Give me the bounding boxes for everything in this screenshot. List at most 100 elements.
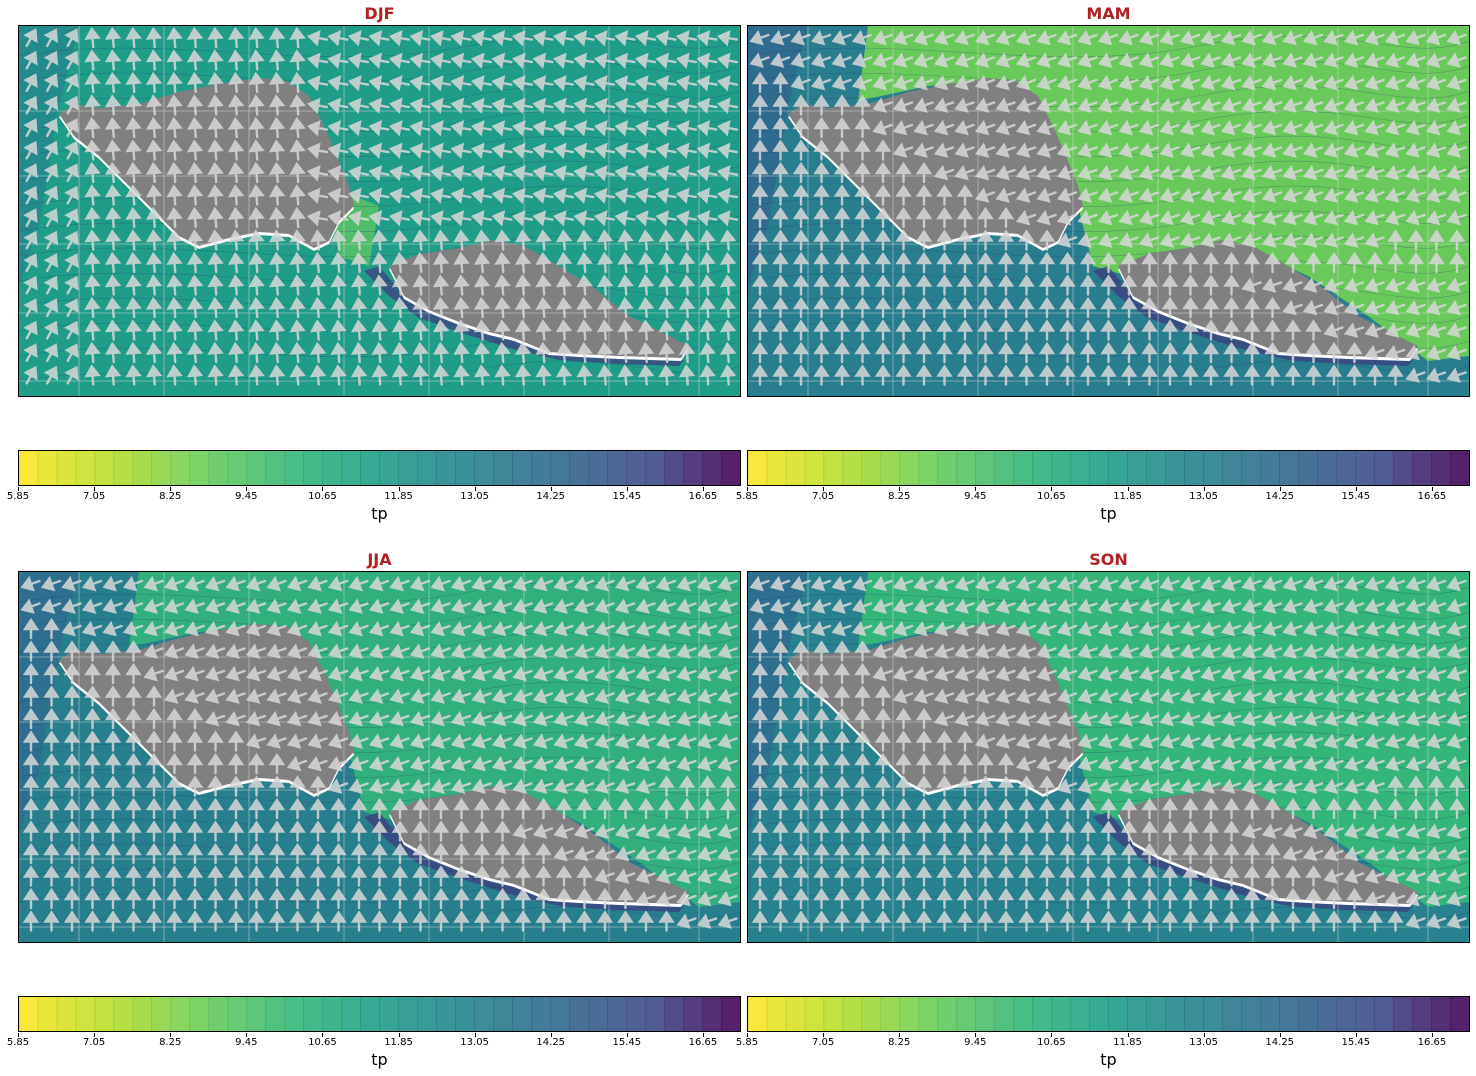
colorbar-level: [189, 997, 210, 1031]
direction-arrow: [248, 116, 265, 139]
direction-arrow: [1282, 299, 1303, 316]
direction-arrow: [327, 643, 349, 659]
direction-arrow: [166, 116, 183, 139]
direction-arrow: [289, 865, 306, 887]
direction-arrow: [1364, 620, 1385, 637]
direction-arrow: [676, 733, 697, 749]
direction-arrow: [1343, 277, 1365, 293]
direction-arrow: [719, 251, 737, 274]
direction-arrow: [63, 842, 81, 865]
direction-arrow: [772, 662, 789, 685]
direction-arrow: [810, 598, 832, 614]
direction-arrow: [974, 688, 996, 704]
direction-arrow: [81, 620, 103, 637]
direction-arrow: [813, 139, 830, 161]
colorbar-tick-mark: [322, 1033, 324, 1037]
direction-arrow: [792, 797, 810, 820]
direction-arrow: [204, 665, 226, 682]
direction-arrow: [833, 274, 851, 296]
direction-arrow: [1097, 232, 1119, 248]
direction-arrow: [104, 251, 122, 274]
colorbar-level: [37, 451, 58, 485]
direction-arrow: [997, 229, 1015, 251]
colorbar-tick-mark: [1203, 487, 1205, 491]
direction-arrow: [514, 319, 532, 341]
direction-arrow: [833, 662, 851, 685]
direction-arrow: [1138, 164, 1160, 181]
direction-arrow: [473, 842, 491, 865]
colorbar-level: [645, 997, 665, 1031]
direction-arrow: [1387, 229, 1404, 251]
direction-arrow: [1343, 688, 1365, 704]
direction-arrow: [553, 710, 574, 727]
direction-arrow: [391, 910, 409, 932]
direction-arrow: [790, 74, 811, 91]
direction-arrow: [997, 842, 1015, 865]
direction-arrow: [635, 75, 657, 92]
direction-arrow: [751, 820, 769, 842]
direction-arrow: [717, 890, 738, 907]
direction-arrow: [1343, 322, 1365, 338]
direction-arrow: [248, 206, 265, 229]
direction-arrow: [997, 251, 1015, 274]
direction-arrow: [432, 274, 450, 296]
direction-arrow: [266, 598, 287, 614]
direction-arrow: [204, 643, 226, 659]
direction-arrow: [933, 52, 955, 68]
direction-arrow: [1282, 733, 1303, 749]
colorbar-level: [227, 997, 248, 1031]
direction-arrow: [874, 341, 892, 364]
colorbar-level: [1317, 997, 1337, 1031]
colorbar-level: [1336, 451, 1356, 485]
direction-arrow: [635, 710, 656, 727]
direction-arrow: [186, 887, 204, 910]
direction-arrow: [751, 617, 769, 640]
direction-arrow: [84, 49, 101, 71]
direction-arrow: [512, 778, 533, 794]
colorbar-level: [721, 451, 740, 485]
direction-arrow: [831, 620, 852, 637]
colorbar-level: [626, 997, 646, 1031]
direction-arrow: [309, 296, 327, 319]
direction-arrow: [772, 617, 789, 640]
colorbar-level: [1279, 451, 1299, 485]
direction-arrow: [576, 251, 593, 274]
direction-arrow: [268, 364, 286, 386]
direction-arrow: [330, 251, 347, 274]
direction-arrow: [1220, 232, 1242, 248]
direction-arrow: [1182, 910, 1199, 932]
direction-arrow: [1159, 164, 1180, 181]
direction-arrow: [1138, 778, 1160, 794]
direction-arrow: [1323, 845, 1344, 862]
direction-arrow: [186, 94, 204, 116]
direction-arrow: [1056, 142, 1078, 158]
direction-arrow: [409, 575, 431, 592]
direction-arrow: [676, 643, 697, 659]
colorbar-level: [1355, 451, 1375, 485]
direction-arrow: [491, 733, 513, 749]
direction-arrow: [954, 74, 975, 91]
direction-arrow: [895, 752, 912, 775]
direction-arrow: [63, 887, 81, 910]
direction-arrow: [348, 733, 369, 749]
direction-arrow: [1261, 733, 1283, 749]
direction-arrow: [895, 775, 912, 797]
direction-arrow: [368, 187, 390, 204]
direction-arrow: [854, 274, 871, 296]
direction-arrow: [471, 620, 492, 637]
direction-arrow: [145, 910, 163, 932]
direction-arrow: [535, 341, 552, 364]
direction-arrow: [1202, 865, 1220, 887]
direction-arrow: [1077, 97, 1098, 113]
direction-arrow: [874, 775, 892, 797]
direction-arrow: [248, 94, 265, 116]
direction-arrow: [430, 142, 452, 159]
direction-arrow: [751, 139, 769, 161]
direction-arrow: [1097, 97, 1119, 113]
direction-arrow: [1118, 710, 1139, 727]
direction-arrow: [409, 733, 431, 749]
direction-arrow: [933, 97, 955, 113]
direction-arrow: [1282, 845, 1303, 862]
direction-arrow: [594, 868, 615, 884]
direction-arrow: [225, 688, 246, 704]
